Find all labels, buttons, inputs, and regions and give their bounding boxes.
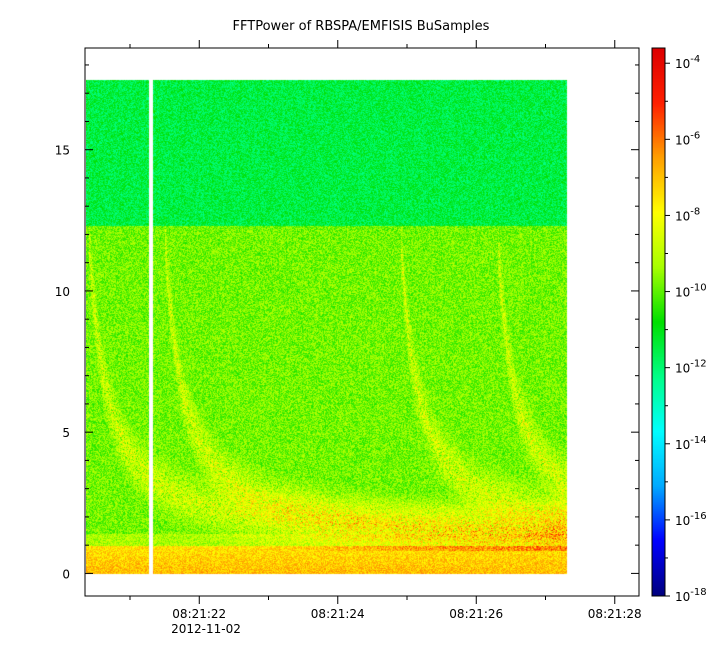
spectrogram-image-container — [86, 49, 638, 595]
colorbar-tick-label: 10-14 — [675, 435, 707, 452]
x-tick-label: 08:21:26 — [449, 607, 503, 621]
chart-title: FFTPower of RBSPA/EMFISIS BuSamples — [233, 19, 490, 34]
x-tick-label: 08:21:28 — [588, 607, 642, 621]
y-axis: 0 5 10 15 — [55, 64, 639, 581]
spectrogram-image — [86, 49, 638, 595]
y-tick-label: 15 — [55, 144, 70, 158]
colorbar-tick-label: 10-6 — [675, 130, 700, 147]
y-tick-label: 5 — [62, 426, 70, 440]
colorbar-frame — [651, 47, 666, 597]
x-axis: 08:21:22 08:21:24 08:21:26 08:21:28 — [129, 40, 642, 621]
colorbar-tick-label: 10-12 — [675, 359, 707, 376]
x-date-label: 2012-11-02 — [171, 622, 241, 636]
colorbar-axis: 10-18 10-16 10-14 10-12 10-10 10-8 10-6 10-4 — [665, 54, 707, 604]
x-tick-label: 08:21:24 — [311, 607, 365, 621]
y-tick-label: 0 — [62, 567, 70, 581]
colorbar-container — [652, 48, 665, 596]
colorbar-tick-label: 10-10 — [675, 283, 707, 300]
colorbar-tick-label: 10-16 — [675, 511, 707, 528]
colorbar-tick-label: 10-18 — [675, 587, 707, 604]
colorbar-gradient — [652, 48, 665, 596]
x-tick-label: 08:21:22 — [172, 607, 226, 621]
colorbar-tick-label: 10-4 — [675, 54, 700, 71]
colorbar-tick-label: 10-8 — [675, 206, 700, 223]
y-tick-label: 10 — [55, 285, 70, 299]
